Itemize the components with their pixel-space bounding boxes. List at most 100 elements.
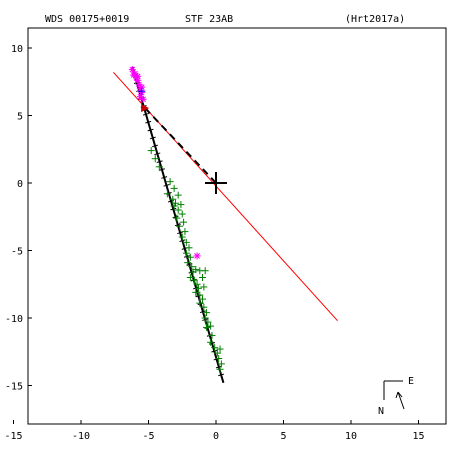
compass-north-label: N [378,406,384,417]
plus-marker [170,202,178,210]
plus-marker [170,184,178,192]
orbit-epoch-ticks [131,73,225,377]
plus-marker [178,210,186,218]
y-tick-label: -15 [5,382,23,393]
chart-header-left: WDS 00175+0019 [45,14,129,25]
plus-marker [186,253,194,261]
x-tick-label: 0 [213,431,219,442]
y-tick-label: -10 [5,314,23,325]
orbit-epoch-tick [161,176,168,179]
plus-marker [201,314,209,322]
plus-marker [163,190,171,198]
x-tick-label: -10 [72,431,90,442]
orbit-epoch-tick [183,255,190,258]
primary-star-marker [205,172,227,194]
star-marker [193,252,201,260]
plus-marker [216,365,224,373]
plus-marker [207,322,215,330]
star-marker [128,66,136,74]
plus-marker [185,244,193,252]
plus-marker [193,280,201,288]
plus-marker [203,309,211,317]
plus-marker [208,332,216,340]
plus-marker [211,344,219,352]
plus-marker [147,147,155,155]
orbit-epoch-tick [154,152,161,156]
plus-marker [217,360,225,368]
chart-header-right: (Hrt2017a) [345,14,405,25]
orbit-epoch-tick [172,215,179,219]
x-tick-label: -15 [4,431,22,442]
plus-marker [207,338,215,346]
plus-marker [192,265,200,273]
motion-arrow-head [395,391,403,399]
compass-east-label: E [408,376,414,387]
plus-marker [173,214,181,222]
orbit-epoch-tick [211,349,218,353]
plus-marker [215,355,223,362]
compass: E N [378,376,414,417]
orbit-epoch-tick [215,365,222,369]
x-tick-label: 15 [412,431,424,442]
plus-marker [194,284,202,292]
orbit-epoch-tick [156,160,163,163]
plus-marker [174,206,182,214]
y-tick-label: 10 [11,44,23,55]
periastron-marker [141,104,150,113]
orbit-epoch-tick [218,373,225,377]
plus-marker [184,259,192,267]
plus-marker [181,228,189,236]
plus-marker [199,274,206,281]
x-tick-label: -5 [142,431,154,442]
plus-marker [200,303,208,311]
plus-marker [196,291,204,299]
motion-arrow [397,391,405,410]
chart-header-center: STF 23AB [185,14,233,25]
plus-marker [155,163,163,171]
plus-marker [177,201,185,209]
plus-marker [203,323,211,331]
plus-marker [204,318,212,326]
x-tick-label: 5 [280,431,286,442]
plus-marker [216,345,224,353]
plus-marker [182,249,190,257]
orbit-epoch-tick [147,128,154,132]
plus-marker [200,283,208,291]
orbit-epoch-tick [152,144,159,148]
plus-marker [188,263,196,271]
orbit-epoch-tick [177,231,184,235]
plus-marker [196,299,204,307]
plus-marker [180,218,188,226]
orbit-epoch-tick [145,120,152,124]
orbit-epoch-tick [158,168,165,171]
plus-marker [192,288,200,296]
y-tick-label: 0 [17,179,23,190]
orbit-epoch-tick [163,184,170,187]
plus-marker [176,222,184,230]
plus-marker [174,191,182,199]
star-marker [139,95,147,103]
plus-marker [166,178,174,186]
plus-marker [213,349,221,357]
orbit-epoch-tick [199,310,206,314]
plus-marker [182,238,190,246]
plus-marker [169,195,177,203]
orbit-epoch-tick [179,239,186,242]
y-tick-label: 5 [17,112,23,123]
plus-marker [190,276,198,284]
plus-marker [151,155,159,163]
periastron-connector [144,107,217,184]
orbit-epoch-tick [149,136,156,140]
y-tick-label: -5 [11,247,23,258]
x-tick-label: 10 [345,431,357,442]
plus-marker [201,267,209,275]
orbit-epoch-tick [142,112,149,116]
plot-frame [27,27,447,425]
line-of-nodes [113,71,338,322]
orbit-epoch-tick [170,207,177,211]
plus-marker [199,295,206,303]
plus-marker [178,233,186,241]
star-marker [134,72,142,80]
plus-marker [138,87,146,95]
